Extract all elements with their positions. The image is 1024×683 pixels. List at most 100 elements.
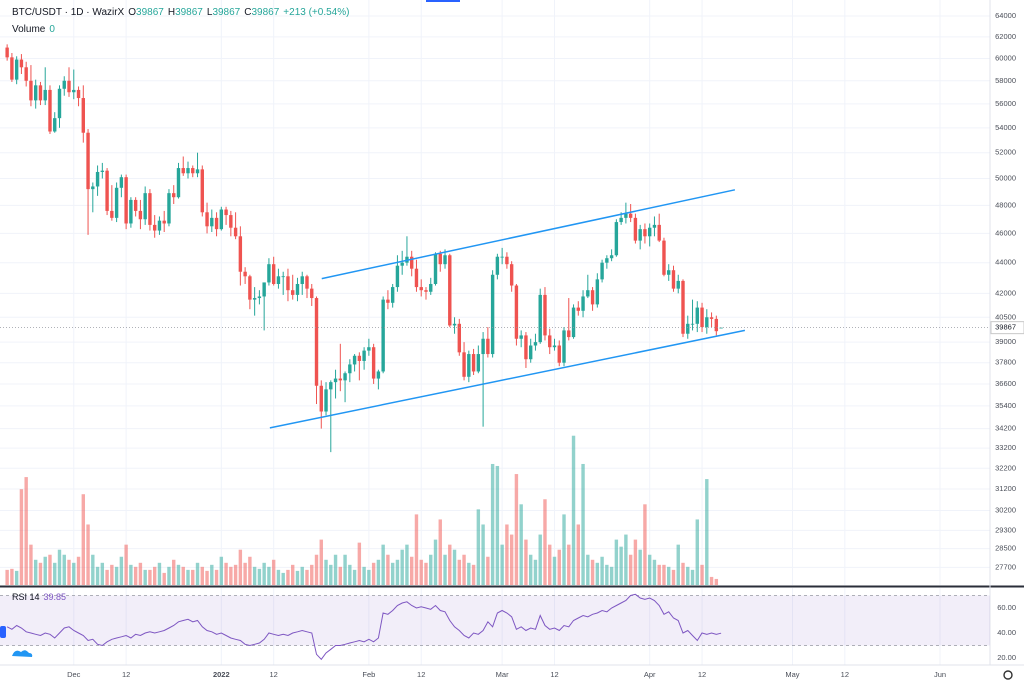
- candle-body: [248, 276, 252, 300]
- candle-body: [719, 327, 723, 329]
- candle-body: [86, 132, 90, 190]
- candle-body: [181, 168, 185, 174]
- volume-bar: [300, 566, 304, 585]
- candle-body: [310, 288, 314, 299]
- volume-bar: [405, 544, 409, 585]
- candle-body: [467, 354, 471, 377]
- candle-body: [700, 307, 704, 328]
- candle-body: [628, 213, 633, 218]
- volume-bar: [390, 562, 395, 585]
- y-tick-label: 27700: [995, 562, 1016, 571]
- volume-bar: [343, 554, 347, 585]
- volume-bar: [471, 564, 476, 585]
- candle-body: [471, 354, 476, 372]
- candle-body: [690, 323, 695, 325]
- volume-bar: [167, 566, 171, 585]
- volume-bar: [295, 570, 300, 585]
- candle-body: [148, 193, 152, 225]
- volume-bar: [138, 562, 143, 585]
- y-tick-label: 44000: [995, 258, 1016, 267]
- candle-body: [24, 67, 28, 81]
- volume-bar: [172, 559, 176, 585]
- volume-bar: [357, 542, 362, 585]
- volume-bar: [433, 539, 438, 585]
- candle-body: [567, 330, 571, 338]
- candle-body: [243, 271, 247, 277]
- y-tick-label: 50000: [995, 173, 1016, 182]
- settings-icon: [1003, 670, 1013, 680]
- candle-body: [91, 186, 95, 190]
- volume-bar: [709, 576, 714, 585]
- field-value: 39867: [212, 7, 241, 18]
- volume-bar: [552, 556, 557, 585]
- volume-bar: [690, 569, 695, 585]
- volume-bar: [105, 569, 109, 585]
- volume-bar: [157, 562, 162, 585]
- candle-body: [552, 345, 557, 348]
- field-label: C: [244, 7, 252, 18]
- candle-body: [614, 222, 619, 256]
- y-tick-label: 46000: [995, 228, 1016, 237]
- candle-body: [619, 217, 623, 223]
- candle-body: [419, 287, 423, 291]
- candle-body: [57, 88, 62, 119]
- volume-bar: [443, 554, 447, 585]
- candle-body: [562, 330, 566, 363]
- candle-body: [605, 258, 609, 263]
- candle-body: [400, 262, 404, 266]
- volume-bar: [191, 569, 195, 585]
- volume-bar: [81, 494, 85, 585]
- candle-body: [210, 217, 214, 227]
- x-tick-label: May: [785, 670, 799, 679]
- y-tick-label: 36600: [995, 379, 1016, 388]
- volume-bar: [695, 519, 699, 585]
- candle-body: [371, 347, 376, 379]
- candle-body: [224, 209, 228, 216]
- volume-bar: [72, 562, 76, 585]
- volume-bar: [291, 564, 295, 585]
- y-tick-label: 28500: [995, 544, 1016, 553]
- candle-body: [5, 47, 9, 58]
- volume-bar: [590, 559, 595, 585]
- volume-bar: [310, 564, 314, 585]
- volume-bar: [229, 566, 233, 585]
- candle-body: [286, 276, 290, 291]
- candle-body: [438, 253, 442, 265]
- candle-body: [452, 323, 457, 326]
- candle-body: [695, 307, 699, 324]
- y-tick-label: 56000: [995, 99, 1016, 108]
- candle-body: [105, 170, 109, 211]
- candle-body: [652, 224, 657, 228]
- volume-bar: [110, 564, 114, 585]
- y-tick-label: 42000: [995, 288, 1016, 297]
- candle-body: [609, 255, 614, 259]
- price-badge-label: 39867: [995, 323, 1016, 332]
- candle-body: [10, 57, 14, 80]
- candle-body: [505, 256, 509, 265]
- candle-body: [281, 276, 285, 278]
- candle-body: [557, 345, 561, 363]
- volume-bar: [371, 562, 376, 585]
- candle-body: [362, 350, 366, 361]
- candle-body: [167, 193, 171, 224]
- candle-body: [424, 290, 428, 292]
- volume-bar: [681, 562, 685, 585]
- volume-bar: [614, 539, 619, 585]
- volume-bar: [652, 559, 657, 585]
- rsi-label: RSI 14: [12, 592, 40, 602]
- trendline: [269, 329, 746, 429]
- volume-bar: [43, 556, 47, 585]
- x-tick-label: 12: [698, 670, 706, 679]
- candle-body: [548, 335, 552, 348]
- candle-body: [495, 256, 500, 275]
- volume-bar: [324, 559, 328, 585]
- volume-bar: [667, 566, 671, 585]
- candle-body: [314, 298, 319, 386]
- y-tick-label: 58000: [995, 76, 1016, 85]
- candle-body: [528, 345, 533, 360]
- volume-bar: [524, 539, 528, 585]
- volume-bar: [386, 554, 390, 585]
- y-tick-label: 62000: [995, 32, 1016, 41]
- volume-bar: [57, 549, 62, 585]
- volume-bar: [647, 554, 652, 585]
